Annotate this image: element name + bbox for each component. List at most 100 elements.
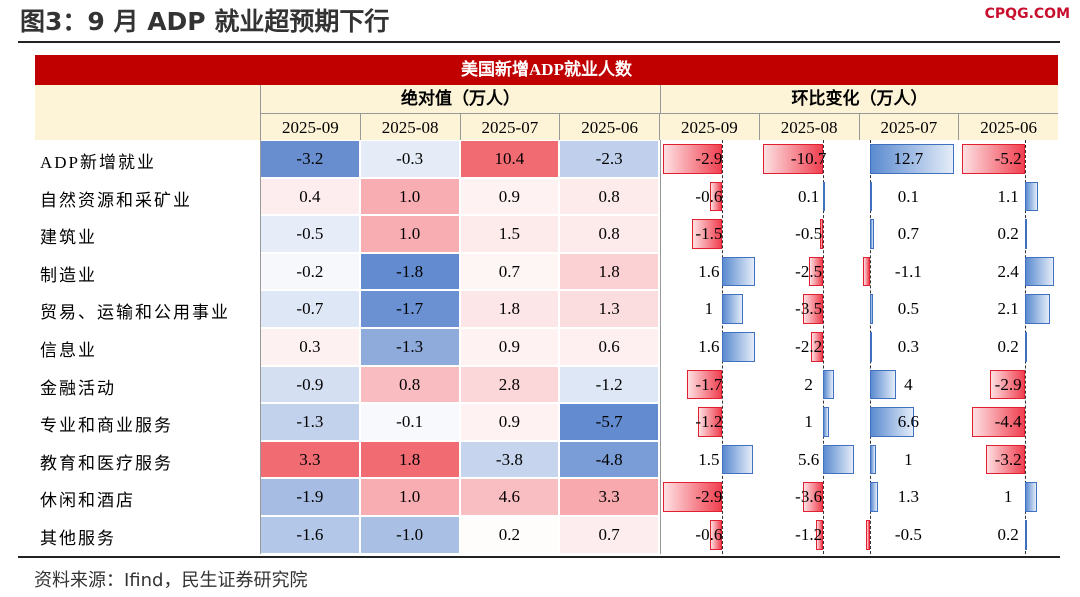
heat-cell — [359, 365, 460, 404]
heat-cell — [260, 177, 360, 216]
data-bar — [663, 482, 723, 512]
cell-value: 2 — [804, 374, 813, 394]
cell-value: -4.4 — [994, 412, 1022, 432]
source-note: 资料来源：Ifind，民生证券研究院 — [34, 570, 308, 591]
cell-value: 0.1 — [897, 186, 919, 206]
data-bar — [808, 256, 823, 287]
data-bar — [722, 256, 755, 287]
cell-value: -2.5 — [795, 261, 823, 281]
cell-value: 1 — [1003, 487, 1013, 507]
cell-value: 0.7 — [598, 525, 620, 544]
column-header: 2025-06 — [559, 113, 659, 140]
cell-value: 6.6 — [897, 412, 919, 432]
cell-value: -0.6 — [695, 525, 723, 544]
heat-cell — [359, 516, 460, 554]
table-divider — [660, 140, 661, 554]
data-bar — [803, 294, 823, 324]
data-bar — [709, 181, 723, 212]
cell-value: -10.7 — [790, 149, 827, 168]
column-header: 2025-07 — [858, 113, 959, 140]
heat-cell — [359, 290, 460, 328]
cell-value: 0.6 — [598, 337, 620, 356]
cell-value: -0.5 — [894, 525, 922, 544]
data-bar — [986, 444, 1026, 475]
cell-value: -0.9 — [296, 374, 324, 394]
cell-value: -1.7 — [396, 299, 424, 319]
heat-cell — [359, 252, 460, 291]
data-bar — [1025, 520, 1028, 550]
cell-value: 0.7 — [498, 261, 520, 281]
cell-value: -3.2 — [994, 449, 1022, 469]
heat-cell — [559, 478, 659, 516]
table-divider — [260, 140, 261, 554]
cell-value: 0.2 — [997, 224, 1019, 244]
data-bar — [709, 520, 723, 550]
data-bar — [1025, 256, 1054, 287]
cell-value: -2.2 — [795, 337, 823, 356]
cell-value: 10.4 — [494, 149, 525, 168]
cell-value: 0.1 — [798, 186, 820, 206]
cell-value: -3.8 — [495, 449, 523, 469]
cell-value: -1.9 — [296, 487, 324, 507]
data-bar — [990, 369, 1026, 400]
cell-value: 0.2 — [997, 337, 1019, 356]
row-label: 其他服务 — [40, 529, 116, 548]
heat-cell — [559, 365, 659, 404]
cell-value: 1.5 — [498, 224, 520, 244]
data-bar — [962, 144, 1026, 174]
cell-value: -2.9 — [695, 487, 723, 507]
data-bar — [822, 181, 825, 212]
heat-cell — [359, 478, 460, 516]
cell-value: -2.9 — [695, 149, 723, 168]
cell-value: 0.8 — [399, 374, 421, 394]
column-header: 2025-09 — [659, 113, 759, 140]
data-bar — [810, 332, 823, 362]
cell-value: -0.2 — [296, 261, 324, 281]
data-bar — [1025, 219, 1028, 249]
heat-cell — [359, 215, 460, 253]
data-bar — [722, 444, 753, 475]
cell-value: -5.2 — [994, 149, 1022, 168]
data-bar — [869, 332, 872, 362]
data-bar — [762, 144, 823, 174]
heat-cell — [459, 516, 560, 554]
cell-value: -1.5 — [695, 224, 723, 244]
data-bar — [802, 482, 823, 512]
heat-cell — [260, 252, 360, 291]
row-label: ADP新增就业 — [40, 153, 157, 172]
data-bar — [820, 219, 823, 249]
heat-cell — [459, 215, 560, 253]
cell-value: 1.5 — [698, 449, 720, 469]
cell-value: -5.7 — [595, 412, 623, 432]
column-header: 2025-08 — [359, 113, 460, 140]
row-label: 制造业 — [40, 265, 97, 285]
row-label: 贸易、运输和公用事业 — [40, 303, 230, 323]
heat-cell — [459, 252, 560, 291]
cell-value: -1.0 — [396, 525, 424, 544]
row-label: 信息业 — [40, 341, 97, 360]
cell-value: 4.6 — [498, 487, 520, 507]
cell-value: 0.2 — [498, 525, 520, 544]
column-header: 2025-06 — [958, 113, 1058, 140]
cell-value: 0.2 — [997, 525, 1019, 544]
cell-value: 2.4 — [997, 261, 1019, 281]
bar-axis — [822, 140, 824, 554]
heat-cell — [459, 290, 560, 328]
data-bar — [822, 369, 835, 400]
cell-value: 1 — [904, 449, 913, 469]
cell-value: 0.8 — [598, 186, 620, 206]
cell-value: 3.3 — [598, 487, 620, 507]
data-bar — [869, 482, 879, 512]
cell-value: 1.8 — [498, 299, 520, 319]
data-bar — [869, 407, 914, 437]
data-bar — [1025, 181, 1039, 212]
heat-cell — [260, 403, 360, 441]
heat-cell — [359, 140, 460, 178]
data-bar — [869, 144, 955, 174]
cell-value: 0.9 — [498, 186, 520, 206]
cell-value: 1 — [804, 412, 813, 432]
cell-value: -3.5 — [795, 299, 823, 319]
heat-cell — [459, 365, 560, 404]
cell-value: -0.7 — [296, 299, 324, 319]
cell-value: 3.3 — [299, 449, 321, 469]
